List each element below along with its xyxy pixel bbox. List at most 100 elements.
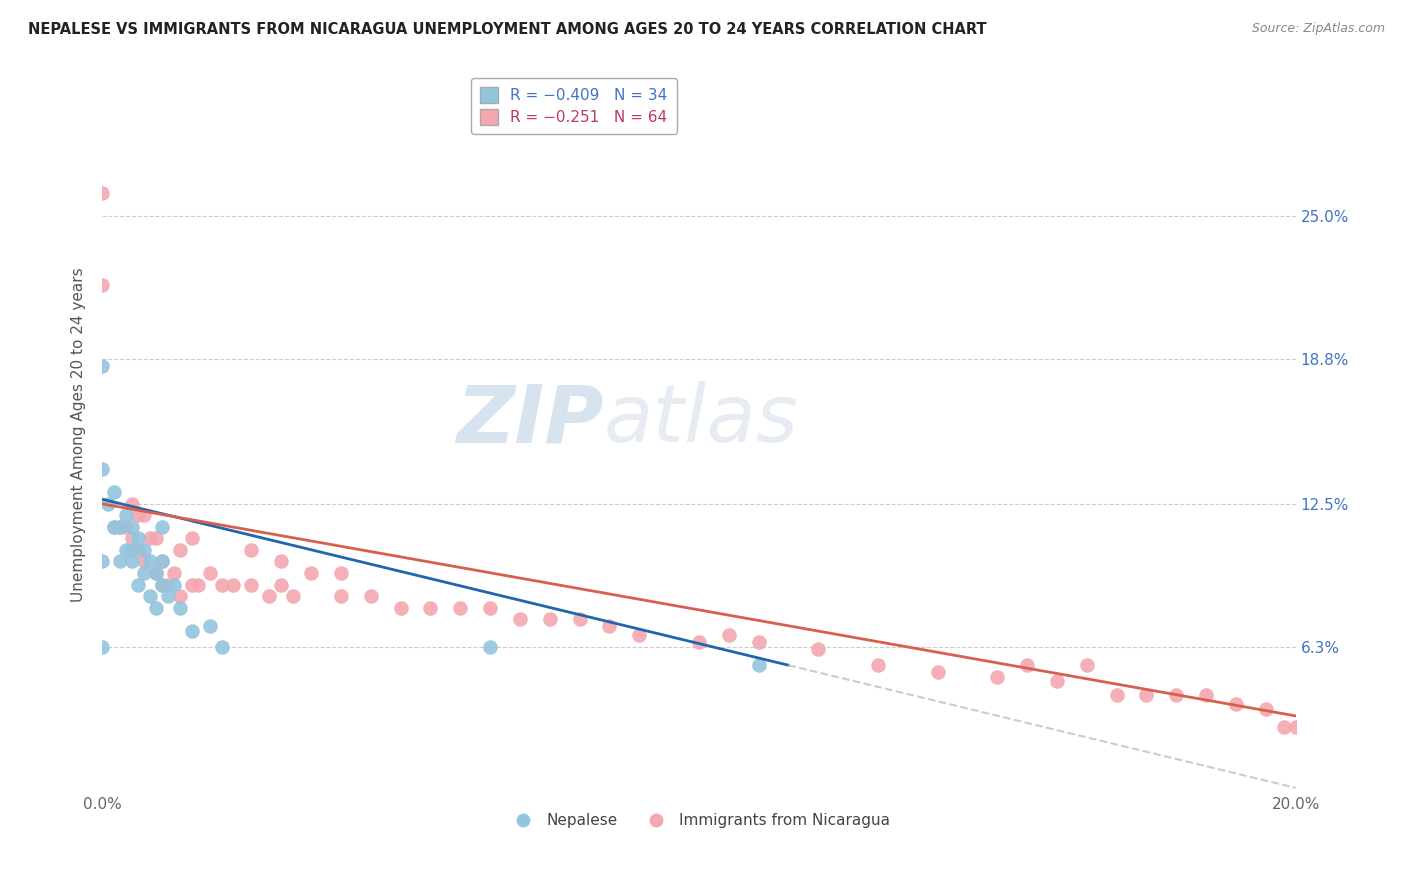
Point [479,600,502,615]
Point [211,577,233,591]
Text: NEPALESE VS IMMIGRANTS FROM NICARAGUA UNEMPLOYMENT AMONG AGES 20 TO 24 YEARS COR: NEPALESE VS IMMIGRANTS FROM NICARAGUA UN… [28,22,987,37]
Point [329,589,352,603]
Point [329,566,352,580]
Point [1225,698,1247,712]
Point [299,566,322,580]
Y-axis label: Unemployment Among Ages 20 to 24 years: Unemployment Among Ages 20 to 24 years [72,268,86,602]
Point [108,520,131,534]
Point [198,566,221,580]
Text: Source: ZipAtlas.com: Source: ZipAtlas.com [1251,22,1385,36]
Point [748,635,770,649]
Point [283,589,305,603]
Point [598,619,620,633]
Point [132,508,155,523]
Point [127,532,149,546]
Point [866,658,889,673]
Point [927,665,949,679]
Point [115,508,138,523]
Point [1195,688,1218,702]
Point [1015,658,1038,673]
Point [132,543,155,558]
Point [150,577,173,591]
Text: atlas: atlas [603,382,799,459]
Point [91,462,114,476]
Point [103,520,125,534]
Point [688,635,710,649]
Point [169,600,191,615]
Point [145,532,167,546]
Point [748,658,770,673]
Point [198,619,221,633]
Point [270,577,292,591]
Point [717,628,740,642]
Point [807,642,830,657]
Point [986,670,1008,684]
Point [1166,688,1188,702]
Point [360,589,382,603]
Point [222,577,245,591]
Point [127,543,149,558]
Point [91,640,114,654]
Point [121,497,143,511]
Point [150,577,173,591]
Point [108,520,131,534]
Point [103,485,125,500]
Point [240,577,263,591]
Point [115,543,138,558]
Point [97,497,120,511]
Point [169,589,191,603]
Point [127,508,149,523]
Point [103,520,125,534]
Point [108,554,131,568]
Point [270,554,292,568]
Point [1135,688,1157,702]
Point [1272,720,1295,734]
Point [127,577,149,591]
Point [1076,658,1098,673]
Point [180,532,202,546]
Point [187,577,209,591]
Point [91,359,114,373]
Point [1254,702,1277,716]
Point [132,554,155,568]
Point [479,640,502,654]
Point [628,628,651,642]
Point [180,624,202,638]
Point [132,566,155,580]
Point [163,566,186,580]
Point [419,600,441,615]
Point [139,589,162,603]
Point [163,577,186,591]
Point [121,532,143,546]
Point [145,566,167,580]
Point [121,520,143,534]
Point [240,543,263,558]
Text: ZIP: ZIP [456,382,603,459]
Point [91,186,114,200]
Point [449,600,471,615]
Point [139,532,162,546]
Point [145,566,167,580]
Point [156,589,179,603]
Point [169,543,191,558]
Point [150,554,173,568]
Point [389,600,412,615]
Point [121,554,143,568]
Point [91,554,114,568]
Point [150,520,173,534]
Point [156,577,179,591]
Point [91,277,114,292]
Point [1284,720,1306,734]
Point [121,543,143,558]
Point [180,577,202,591]
Point [259,589,281,603]
Point [509,612,531,626]
Point [115,520,138,534]
Legend: Nepalese, Immigrants from Nicaragua: Nepalese, Immigrants from Nicaragua [502,807,896,834]
Point [139,554,162,568]
Point [1105,688,1128,702]
Point [538,612,561,626]
Point [145,600,167,615]
Point [568,612,591,626]
Point [1046,674,1069,689]
